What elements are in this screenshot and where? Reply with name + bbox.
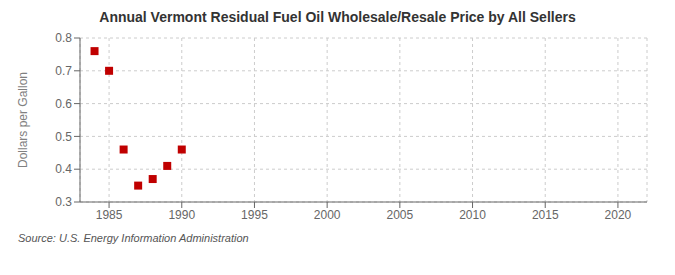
svg-text:0.4: 0.4 [55, 162, 72, 176]
svg-text:1985: 1985 [96, 208, 123, 222]
svg-text:1995: 1995 [241, 208, 268, 222]
html-text:Annual Vermont Residual Fuel O: Annual Vermont Residual Fuel Oil Wholesa… [99, 9, 576, 25]
svg-text:2010: 2010 [459, 208, 486, 222]
svg-text:0.8: 0.8 [55, 31, 72, 45]
svg-text:0.7: 0.7 [55, 64, 72, 78]
svg-text:2020: 2020 [605, 208, 632, 222]
html-text:Source: U.S. Energy Informatio: Source: U.S. Energy Information Administ… [18, 232, 249, 244]
svg-text:Dollars per Gallon: Dollars per Gallon [16, 72, 30, 168]
svg-text:2005: 2005 [386, 208, 413, 222]
svg-text:0.3: 0.3 [55, 195, 72, 209]
svg-text:0.6: 0.6 [55, 97, 72, 111]
svg-text:1990: 1990 [168, 208, 195, 222]
svg-text:2000: 2000 [314, 208, 341, 222]
svg-text:2015: 2015 [532, 208, 559, 222]
svg-text:0.5: 0.5 [55, 130, 72, 144]
